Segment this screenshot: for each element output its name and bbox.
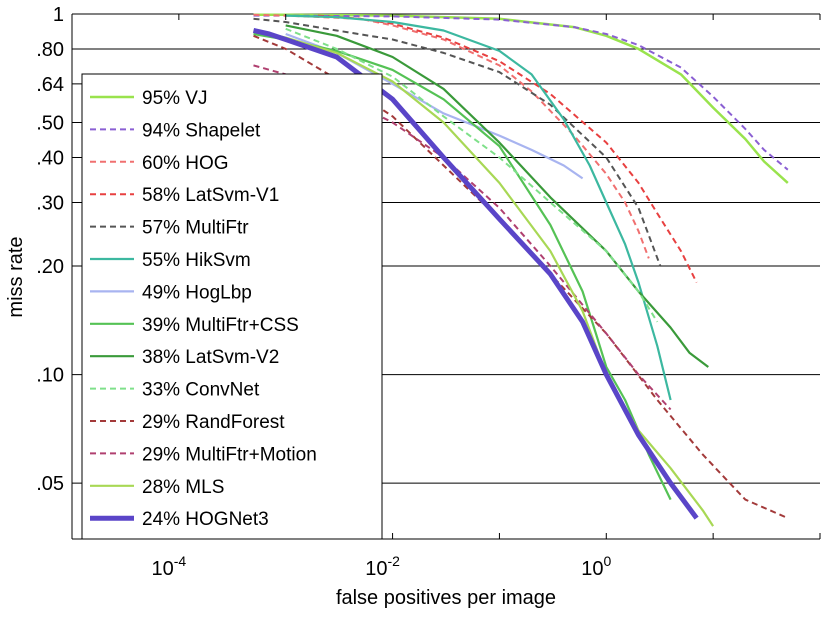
legend-label: 39% MultiFtr+CSS <box>142 315 299 336</box>
x-tick-exponent: 0 <box>604 553 612 569</box>
y-tick-label-.80: .80 <box>36 39 64 61</box>
series-line-convnet <box>285 27 659 323</box>
legend-label: 28% MLS <box>142 477 224 498</box>
series-line-hiksvm <box>285 14 672 401</box>
x-tick-base: 10 <box>581 558 603 580</box>
legend-label: 94% Shapelet <box>142 120 261 141</box>
y-tick-label-.40: .40 <box>36 147 64 169</box>
legend-label: 29% RandForest <box>142 412 285 433</box>
legend-label: 57% MultiFtr <box>142 218 249 239</box>
legend-label: 58% LatSvm-V1 <box>142 185 279 206</box>
x-tick-labels: 10-4 10-2 100 <box>152 553 612 580</box>
x-tick-label--2: 10-2 <box>365 553 400 580</box>
x-tick-base: 10 <box>365 558 387 580</box>
legend-label: 38% LatSvm-V2 <box>142 347 279 368</box>
series-line-shapelet <box>253 14 789 171</box>
y-tick-label-.30: .30 <box>36 193 64 215</box>
legend-label: 60% HOG <box>142 153 229 174</box>
x-axis-label: false positives per image <box>336 587 556 609</box>
legend-label: 49% HogLbp <box>142 282 252 303</box>
y-tick-labels: 1 .80 .64 .50 .40 .30 .20 .10 .05 <box>36 4 64 495</box>
series-line-latsvm-v2 <box>285 24 709 368</box>
y-axis-label: miss rate <box>5 236 27 317</box>
x-tick-label-0: 100 <box>581 553 611 580</box>
legend: 95% VJ 94% Shapelet 60% HOG 58% LatSvm-V1 57… <box>81 73 383 540</box>
y-tick-label-.05: .05 <box>36 473 64 495</box>
legend-label: 33% ConvNet <box>142 380 260 401</box>
series-line-multiftr-css <box>253 32 672 501</box>
x-tick-base: 10 <box>152 558 174 580</box>
x-tick-exponent: -4 <box>174 553 187 569</box>
y-tick-label-.10: .10 <box>36 365 64 387</box>
x-tick-label--4: 10-4 <box>152 553 187 580</box>
legend-label: 29% MultiFtr+Motion <box>142 444 317 465</box>
y-tick-label-1: 1 <box>53 4 64 26</box>
series-line-multiftr <box>253 17 662 267</box>
series-line-hognet3 <box>252 28 699 520</box>
legend-label: 95% VJ <box>142 88 207 109</box>
x-tick-exponent: -2 <box>387 553 400 569</box>
y-tick-label-.64: .64 <box>36 74 64 96</box>
y-tick-label-.50: .50 <box>36 113 64 135</box>
series-line-mls <box>253 29 715 527</box>
y-tick-label-.20: .20 <box>36 256 64 278</box>
legend-box <box>81 73 383 540</box>
legend-label: 24% HOGNet3 <box>142 509 269 530</box>
legend-label: 55% HikSvm <box>142 250 251 271</box>
